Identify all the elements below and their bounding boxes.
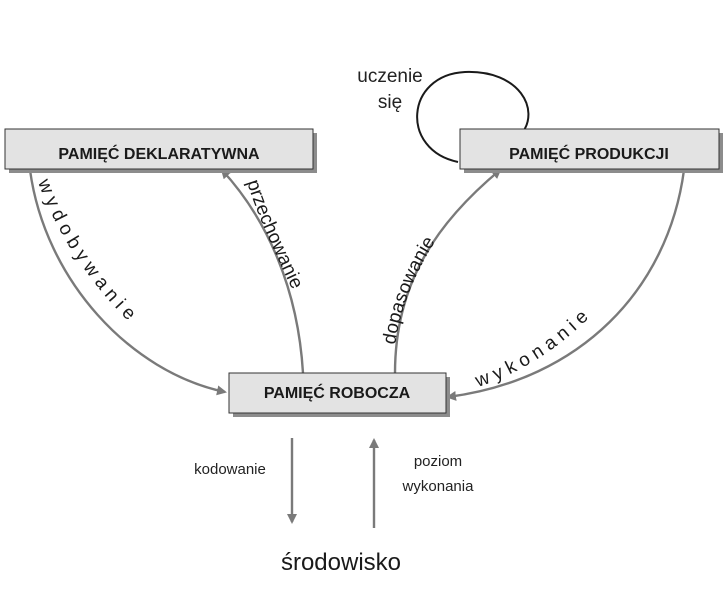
label-performance-line2: wykonania xyxy=(402,478,475,495)
arrow-retrieval xyxy=(28,169,227,396)
arrow-matching xyxy=(393,168,502,374)
label-storage: przechowanie xyxy=(242,177,307,292)
box-declarative-memory: PAMIĘĆ DEKLARATYWNA xyxy=(4,128,317,173)
label-execution: w y k o n a n i e xyxy=(472,306,593,392)
box-working-label: PAMIĘĆ ROBOCZA xyxy=(264,383,411,402)
learning-loop xyxy=(416,70,530,163)
label-matching: dopasowanie xyxy=(379,233,439,346)
label-encoding: kodowanie xyxy=(194,461,266,478)
label-performance-line1: poziom xyxy=(414,453,462,470)
box-production-memory: PAMIĘĆ PRODUKCJI xyxy=(459,128,723,173)
box-working-memory: PAMIĘĆ ROBOCZA xyxy=(228,372,450,417)
arrow-storage xyxy=(220,168,305,374)
loop-label-line1: uczenie xyxy=(357,66,423,87)
environment-label: środowisko xyxy=(281,549,401,576)
box-declarative-label: PAMIĘĆ DEKLARATYWNA xyxy=(58,144,260,163)
box-production-label: PAMIĘĆ PRODUKCJI xyxy=(509,144,669,163)
loop-label-line2: się xyxy=(378,92,402,113)
arrow-execution xyxy=(446,169,686,401)
